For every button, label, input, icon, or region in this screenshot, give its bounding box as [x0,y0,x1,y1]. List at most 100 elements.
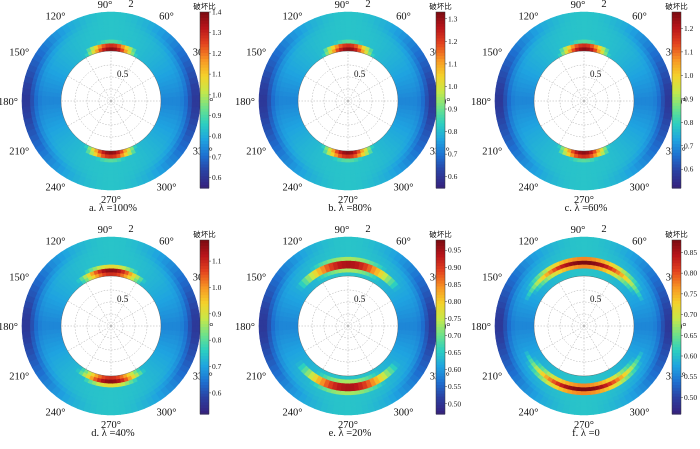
heat-cell [102,252,109,258]
grid-spoke [67,100,112,127]
heat-cell [108,264,114,269]
colorbar-step [200,79,209,83]
colorbar-step [200,176,209,180]
colorbar-step [436,114,445,119]
heat-cell [338,185,346,191]
colorbar-tick-label: 0.7 [448,150,458,159]
colorbar-tick-label: 1.0 [684,71,694,80]
heat-cell [356,12,364,18]
heat-cell [262,319,268,327]
polar-grid [61,51,161,151]
heat-cell [339,394,346,400]
colorbar-step [436,67,445,72]
heat-cell [326,183,334,190]
heat-cell [575,27,582,33]
heat-cell [113,394,120,400]
heat-cell [514,95,519,102]
heat-cell [568,12,576,18]
heat-cell [345,264,351,269]
heat-cell [95,237,103,243]
colorbar-step [200,88,209,92]
heat-cell [521,100,527,106]
heat-cell [350,185,358,191]
heatmap-cells [258,11,438,191]
heat-cell [339,177,346,183]
heat-cell [259,307,266,315]
heat-cell [168,96,174,102]
heat-cell [48,325,54,331]
heat-cell [529,100,535,106]
heat-cell [113,27,120,33]
ring-label-outer: 2 [365,224,370,235]
colorbar-title: 破坏比 [193,229,216,239]
heat-cell [581,158,587,163]
heat-cell [107,402,115,408]
heat-cell [258,325,264,333]
ring-label-outer: 2 [365,0,370,10]
heat-cell [113,252,120,258]
colorbar-step [200,26,209,31]
heat-cell [339,252,346,258]
colorbar-title: 破坏比 [665,1,688,11]
heat-cell [108,27,114,32]
heat-cell [176,95,181,102]
heat-cell [430,337,437,345]
heat-cell [194,313,201,321]
heat-cell [293,96,299,102]
colorbar-step [200,105,209,110]
heat-cell [413,320,418,327]
heat-cell [510,100,515,107]
heat-cell [112,165,119,171]
heat-cell [345,391,351,396]
heat-cell [112,264,118,269]
heat-cell [332,184,340,190]
colorbar-step [200,94,209,98]
heat-cell [495,112,502,120]
heat-cell [113,169,120,175]
heat-cell [430,82,437,90]
heat-cell [113,23,120,29]
heat-cell [108,158,114,163]
heat-cell [270,320,276,327]
colorbar-step [200,182,209,186]
heat-cell [502,95,508,102]
heat-cell [112,260,119,265]
heat-cell [349,271,354,277]
heat-cell [172,96,177,102]
heat-cell [278,100,283,107]
heat-cell [344,181,352,187]
heat-cell [183,95,189,102]
heat-cell [195,325,201,333]
heat-cell [424,95,430,102]
heat-cell [350,248,357,254]
colorbar-step [436,126,445,130]
heat-cell [525,96,531,102]
heat-cell [180,100,185,107]
heat-cell [424,100,430,107]
heat-cell [575,173,582,179]
colorbar-step [200,12,209,16]
heat-cell [191,100,197,108]
heat-cell [193,307,200,315]
colorbar-step [200,138,209,142]
heat-cell [598,12,606,19]
heat-cell [529,93,535,98]
colorbar-tick-label: 1.3 [448,14,458,23]
heat-cell [22,337,29,345]
angle-label-120: 120° [283,236,303,247]
heat-cell [108,162,114,167]
heat-cell [340,162,347,167]
heat-cell [194,331,201,339]
heat-cell [108,252,114,257]
heat-cell [108,391,114,396]
grid-spoke [304,75,349,102]
colorbar-step [200,144,209,148]
colorbar-step [200,173,209,177]
heat-cell [578,150,583,156]
colorbar-tick-label: 0.6 [448,172,458,181]
heat-cell [41,325,46,332]
colorbar-step [436,152,445,157]
heat-cell [29,325,35,332]
heat-cell [289,325,295,331]
